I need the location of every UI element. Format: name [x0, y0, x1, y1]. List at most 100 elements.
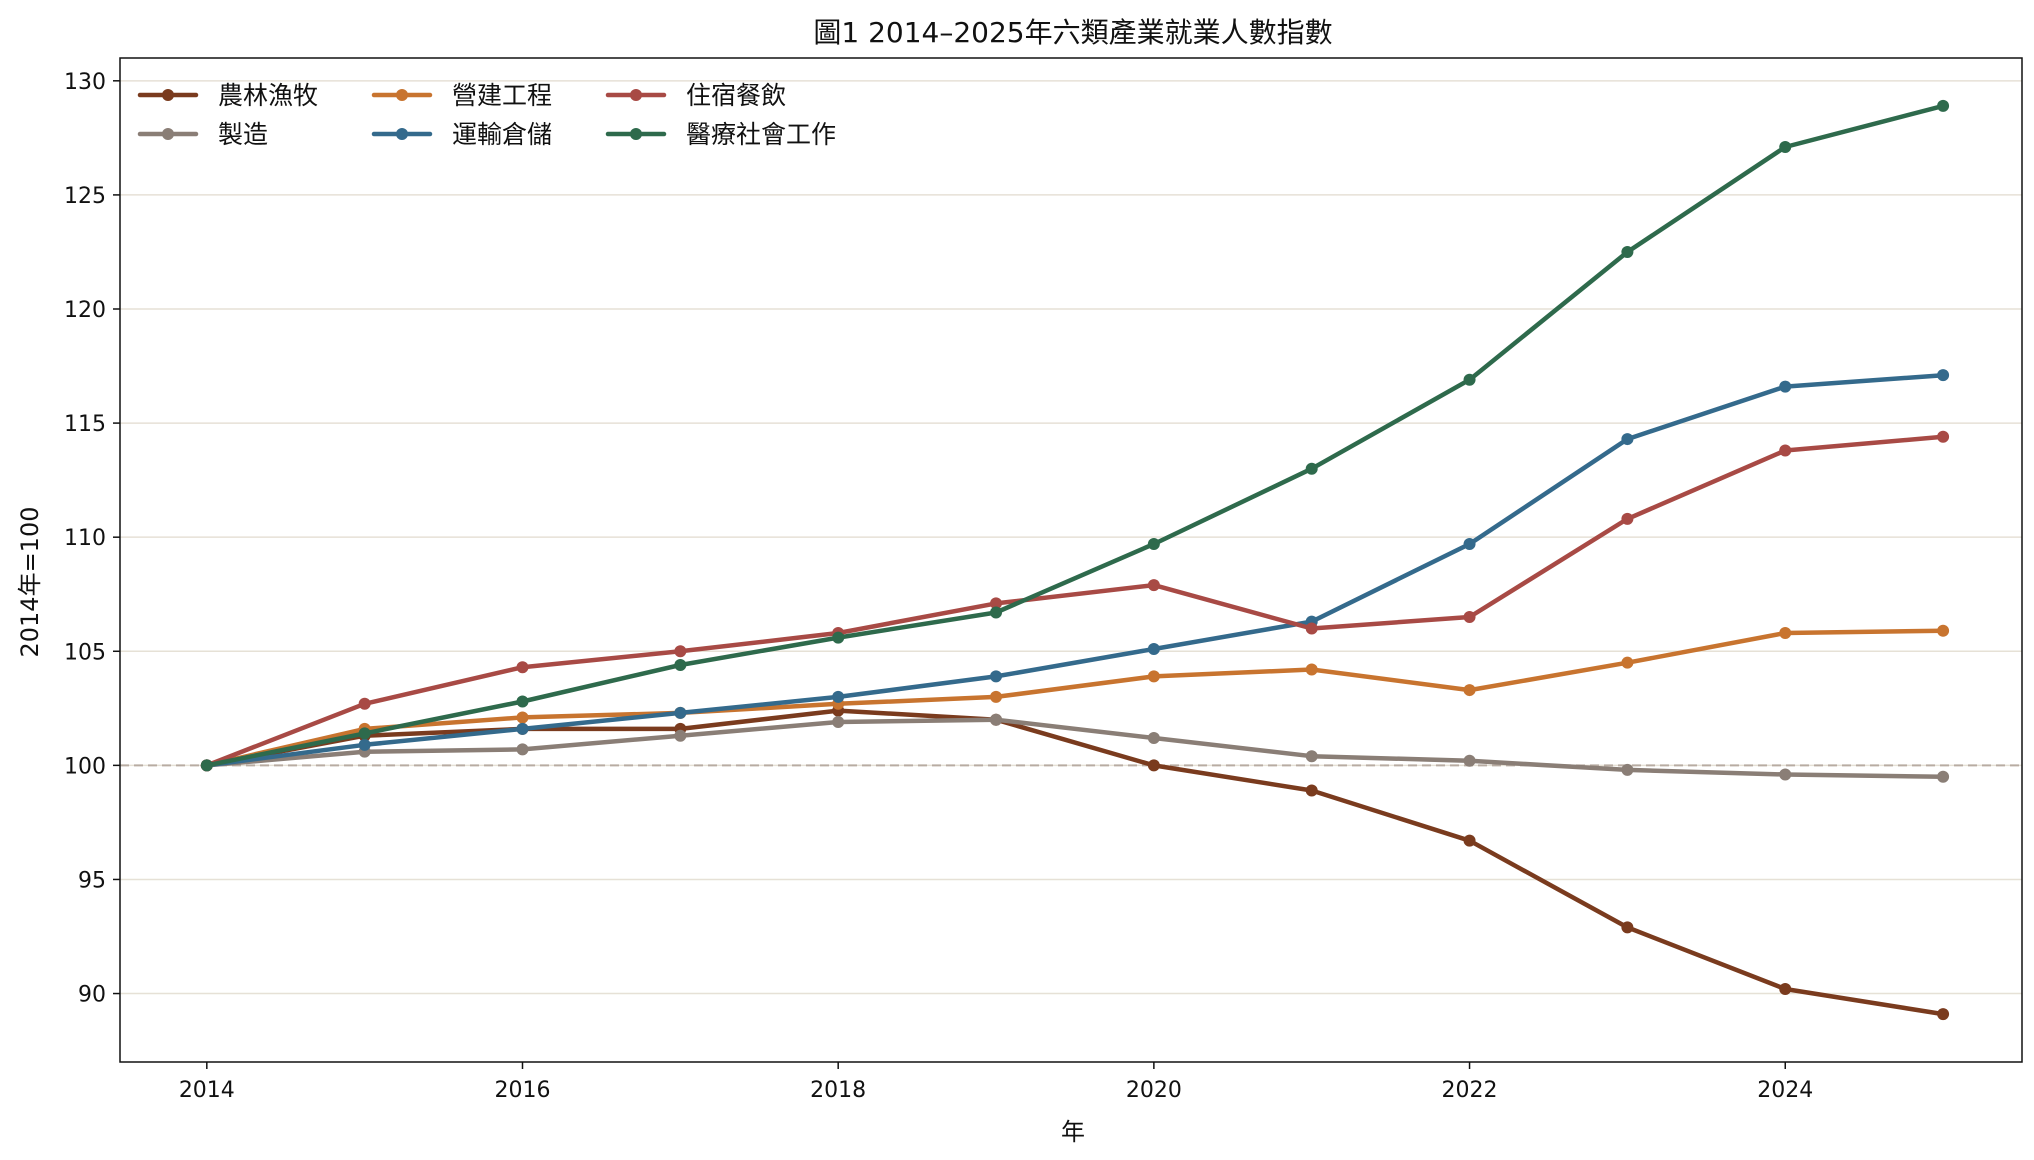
data-point — [1305, 784, 1318, 797]
y-tick-label: 105 — [64, 640, 106, 665]
data-point — [1305, 750, 1318, 763]
x-tick-label: 2016 — [494, 1078, 550, 1103]
data-point — [1147, 670, 1160, 683]
legend-swatch-marker — [162, 128, 174, 140]
x-tick-label: 2024 — [1757, 1078, 1813, 1103]
legend-item: 營建工程 — [371, 81, 552, 110]
data-point — [990, 597, 1003, 610]
data-point — [990, 670, 1003, 683]
data-point — [1463, 611, 1476, 624]
legend-item: 運輸倉儲 — [371, 120, 552, 149]
series-line — [204, 628, 1946, 768]
legend-item: 製造 — [137, 120, 268, 149]
data-point — [832, 690, 845, 703]
data-point — [516, 661, 529, 674]
series-3 — [200, 369, 1950, 772]
legend-swatch-marker — [162, 89, 174, 101]
data-point — [674, 645, 687, 658]
series-line — [204, 103, 1946, 768]
x-tick-label: 2022 — [1442, 1078, 1498, 1103]
y-tick-label: 120 — [64, 298, 106, 323]
data-point — [990, 713, 1003, 726]
x-axis: 2014 2016 2018 2020 2022 2024 — [179, 1062, 1813, 1103]
x-tick-label: 2020 — [1126, 1078, 1182, 1103]
legend-label: 運輸倉儲 — [452, 120, 552, 149]
legend-item: 農林漁牧 — [137, 81, 318, 110]
data-point — [1147, 642, 1160, 655]
series-5 — [200, 99, 1950, 772]
x-tick-label: 2018 — [810, 1078, 866, 1103]
data-point — [358, 738, 371, 751]
legend-label: 農林漁牧 — [218, 81, 318, 110]
data-point — [1147, 579, 1160, 592]
legend-item: 住宿餐飲 — [605, 81, 786, 110]
data-point — [516, 711, 529, 724]
data-point — [1937, 1008, 1950, 1021]
data-point — [1937, 430, 1950, 443]
legend-item: 醫療社會工作 — [605, 120, 836, 149]
y-tick-label: 130 — [64, 70, 106, 95]
legend-swatch-marker — [630, 89, 642, 101]
data-point — [1779, 982, 1792, 995]
data-point — [1147, 759, 1160, 772]
data-point — [990, 690, 1003, 703]
data-point — [1147, 731, 1160, 744]
y-tick-label: 115 — [64, 412, 106, 437]
data-point — [1621, 921, 1634, 934]
y-tick-label: 95 — [78, 868, 106, 893]
data-point — [1937, 99, 1950, 112]
data-point — [1779, 140, 1792, 153]
data-point — [1463, 538, 1476, 551]
data-point — [1463, 684, 1476, 697]
data-point — [1621, 763, 1634, 776]
series-line — [204, 434, 1946, 768]
data-point — [990, 606, 1003, 619]
legend-label: 製造 — [218, 120, 268, 149]
data-point — [832, 716, 845, 729]
gridlines — [120, 80, 2022, 995]
data-point — [1621, 245, 1634, 258]
series-line — [204, 717, 1946, 780]
data-point — [1779, 380, 1792, 393]
legend-swatch-marker — [396, 128, 408, 140]
data-point — [1463, 834, 1476, 847]
legend-label: 營建工程 — [452, 81, 552, 110]
x-tick-label: 2014 — [179, 1078, 235, 1103]
data-point — [1937, 624, 1950, 637]
data-point — [358, 697, 371, 710]
y-tick-label: 125 — [64, 184, 106, 209]
data-point — [1621, 433, 1634, 446]
series-line — [204, 372, 1946, 768]
data-point — [674, 729, 687, 742]
data-point — [1779, 768, 1792, 781]
data-point — [1937, 369, 1950, 382]
data-point — [1937, 770, 1950, 783]
data-point — [1305, 462, 1318, 475]
y-tick-label: 110 — [64, 526, 106, 551]
data-point — [516, 695, 529, 708]
y-axis: 90 95 100 105 110 115 120 125 130 — [64, 70, 120, 1008]
legend-swatch-marker — [396, 89, 408, 101]
data-point — [1147, 538, 1160, 551]
data-point — [200, 759, 213, 772]
data-point — [1621, 656, 1634, 669]
data-point — [674, 658, 687, 671]
x-axis-label: 年 — [1061, 1118, 1085, 1146]
data-point — [832, 631, 845, 644]
data-point — [358, 727, 371, 740]
legend-label: 住宿餐飲 — [686, 81, 786, 110]
data-point — [674, 706, 687, 719]
data-point — [1779, 627, 1792, 640]
data-point — [1463, 754, 1476, 767]
y-tick-label: 90 — [78, 983, 106, 1008]
data-point — [516, 722, 529, 735]
data-point — [1621, 512, 1634, 525]
data-point — [1463, 373, 1476, 386]
legend-swatch-marker — [630, 128, 642, 140]
data-point — [1305, 622, 1318, 635]
data-point — [516, 743, 529, 756]
y-axis-label: 2014年=100 — [16, 507, 44, 658]
plot-area — [119, 57, 2023, 1063]
